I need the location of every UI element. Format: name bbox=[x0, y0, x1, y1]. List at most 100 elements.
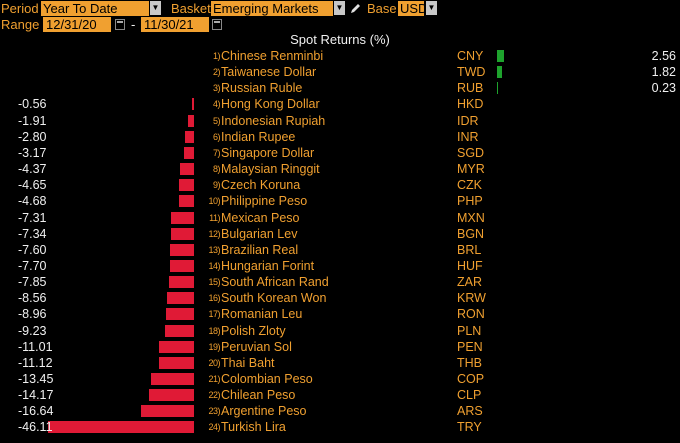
currency-code: IDR bbox=[457, 113, 479, 128]
currency-name[interactable]: Indonesian Rupiah bbox=[221, 113, 326, 128]
range-label: Range bbox=[1, 17, 40, 32]
currency-code: ARS bbox=[457, 404, 483, 419]
base-dropdown-icon[interactable]: ▼ bbox=[426, 1, 437, 15]
currency-name[interactable]: South African Rand bbox=[221, 275, 329, 290]
rank-number: 1) bbox=[212, 51, 221, 61]
currency-row[interactable]: -4.68 10) Philippine Peso PHP bbox=[0, 193, 680, 209]
rank-number: 6) bbox=[212, 131, 221, 142]
currency-name[interactable]: Thai Baht bbox=[221, 355, 275, 370]
currency-name[interactable]: Colombian Peso bbox=[221, 372, 313, 386]
currency-row[interactable]: 2.56 1) Chinese Renminbi CNY bbox=[0, 48, 680, 64]
return-value: -8.96 bbox=[18, 307, 47, 322]
period-select[interactable]: Year To Date bbox=[41, 1, 149, 16]
currency-row[interactable]: -7.70 14) Hungarian Forint HUF bbox=[0, 258, 680, 274]
currency-code: CZK bbox=[457, 178, 482, 193]
currency-name[interactable]: Hong Kong Dollar bbox=[221, 97, 320, 112]
currency-name[interactable]: Czech Koruna bbox=[221, 178, 301, 193]
currency-row[interactable]: -7.31 11) Mexican Peso MXN bbox=[0, 210, 680, 226]
currency-row[interactable]: -3.17 7) Singapore Dollar SGD bbox=[0, 145, 680, 161]
currency-row[interactable]: -11.12 20) Thai Baht THB bbox=[0, 355, 680, 371]
currency-name[interactable]: Mexican Peso bbox=[221, 210, 300, 225]
currency-name[interactable]: Indian Rupee bbox=[221, 129, 296, 144]
spot-returns-chart: 2.56 1) Chinese Renminbi CNY 1.82 2) Taiwanese… bbox=[0, 48, 680, 443]
currency-name[interactable]: Bulgarian Lev bbox=[221, 226, 298, 241]
rank-number: 5) bbox=[212, 115, 221, 126]
currency-row[interactable]: -7.85 15) South African Rand ZAR bbox=[0, 274, 680, 290]
currency-row[interactable]: -11.01 19) Peruvian Sol PEN bbox=[0, 339, 680, 355]
currency-code: CLP bbox=[457, 388, 482, 403]
range-end-calendar-icon[interactable] bbox=[212, 19, 222, 30]
rank-number: 22) bbox=[208, 390, 220, 401]
currency-name[interactable]: South Korean Won bbox=[221, 291, 327, 306]
negative-return-bar bbox=[166, 292, 194, 305]
currency-row[interactable]: 0.23 3) Russian Ruble RUB bbox=[0, 80, 680, 96]
currency-code: MYR bbox=[457, 162, 485, 177]
currency-name[interactable]: Taiwanese Dollar bbox=[221, 65, 317, 80]
currency-code: BRL bbox=[457, 242, 482, 257]
range-start-input[interactable]: 12/31/20 bbox=[43, 17, 111, 32]
rank-number: 3) bbox=[212, 83, 221, 94]
currency-name[interactable]: Singapore Dollar bbox=[221, 145, 315, 160]
currency-row[interactable]: -0.56 4) Hong Kong Dollar HKD bbox=[0, 96, 680, 112]
basket-dropdown-icon[interactable]: ▼ bbox=[334, 1, 345, 15]
currency-name[interactable]: Romanian Leu bbox=[221, 307, 303, 322]
currency-row[interactable]: -7.34 12) Bulgarian Lev BGN bbox=[0, 226, 680, 242]
currency-row[interactable]: -46.11 24) Turkish Lira TRY bbox=[0, 419, 680, 435]
return-value: -1.91 bbox=[18, 113, 47, 128]
currency-name[interactable]: Brazilian Real bbox=[221, 242, 299, 257]
currency-code: RUB bbox=[457, 81, 484, 96]
positive-return-bar bbox=[497, 82, 498, 95]
currency-code: THB bbox=[457, 355, 482, 370]
rank-number: 7) bbox=[212, 147, 221, 158]
negative-return-bar bbox=[185, 130, 194, 143]
range-separator: - bbox=[131, 17, 136, 32]
currency-name[interactable]: Russian Ruble bbox=[221, 81, 303, 96]
currency-row[interactable]: 1.82 2) Taiwanese Dollar TWD bbox=[0, 64, 680, 80]
currency-code: KRW bbox=[457, 291, 486, 306]
return-value: -16.64 bbox=[18, 404, 54, 419]
currency-name[interactable]: Philippine Peso bbox=[221, 194, 308, 209]
negative-return-bar bbox=[169, 276, 194, 289]
currency-row[interactable]: -4.37 8) Malaysian Ringgit MYR bbox=[0, 161, 680, 177]
currency-name[interactable]: Malaysian Ringgit bbox=[221, 162, 320, 177]
pencil-icon[interactable] bbox=[349, 3, 361, 15]
period-dropdown-icon[interactable]: ▼ bbox=[150, 1, 161, 15]
rank-number: 2) bbox=[212, 67, 221, 78]
return-value: -8.56 bbox=[18, 291, 47, 306]
return-value: -14.17 bbox=[18, 388, 54, 403]
currency-row[interactable]: -1.91 5) Indonesian Rupiah IDR bbox=[0, 113, 680, 129]
negative-return-bar bbox=[187, 114, 194, 127]
currency-row[interactable]: -16.64 23) Argentine Peso ARS bbox=[0, 403, 680, 419]
currency-row[interactable]: -8.96 17) Romanian Leu RON bbox=[0, 306, 680, 322]
currency-name[interactable]: Turkish Lira bbox=[221, 420, 286, 435]
basket-select[interactable]: Emerging Markets bbox=[211, 1, 333, 16]
negative-return-bar bbox=[48, 421, 194, 434]
currency-name[interactable]: Hungarian Forint bbox=[221, 258, 315, 273]
rank-number: 24) bbox=[208, 422, 220, 433]
base-currency-select[interactable]: USD bbox=[398, 1, 424, 16]
positive-return-bar bbox=[497, 66, 502, 79]
currency-row[interactable]: -2.80 6) Indian Rupee INR bbox=[0, 129, 680, 145]
currency-code: HUF bbox=[457, 258, 483, 273]
rank-number: 18) bbox=[208, 325, 220, 336]
rank-number: 15) bbox=[208, 277, 220, 288]
currency-row[interactable]: -13.45 21) Colombian Peso COP bbox=[0, 371, 680, 387]
negative-return-bar bbox=[180, 163, 194, 176]
rank-number: 8) bbox=[212, 164, 221, 175]
currency-row[interactable]: -8.56 16) South Korean Won KRW bbox=[0, 290, 680, 306]
range-end-input[interactable]: 11/30/21 bbox=[141, 17, 209, 32]
currency-name[interactable]: Polish Zloty bbox=[221, 323, 286, 338]
negative-return-bar bbox=[159, 340, 194, 353]
negative-return-bar bbox=[170, 227, 194, 240]
currency-row[interactable]: -9.23 18) Polish Zloty PLN bbox=[0, 323, 680, 339]
negative-return-bar bbox=[179, 179, 194, 192]
currency-name[interactable]: Peruvian Sol bbox=[221, 339, 292, 354]
currency-row[interactable]: -7.60 13) Brazilian Real BRL bbox=[0, 242, 680, 258]
currency-name[interactable]: Chilean Peso bbox=[221, 388, 296, 403]
range-start-calendar-icon[interactable] bbox=[115, 19, 125, 30]
currency-name[interactable]: Chinese Renminbi bbox=[221, 49, 324, 63]
currency-row[interactable]: -14.17 22) Chilean Peso CLP bbox=[0, 387, 680, 403]
rank-number: 13) bbox=[208, 244, 220, 255]
currency-name[interactable]: Argentine Peso bbox=[221, 404, 307, 419]
currency-row[interactable]: -4.65 9) Czech Koruna CZK bbox=[0, 177, 680, 193]
